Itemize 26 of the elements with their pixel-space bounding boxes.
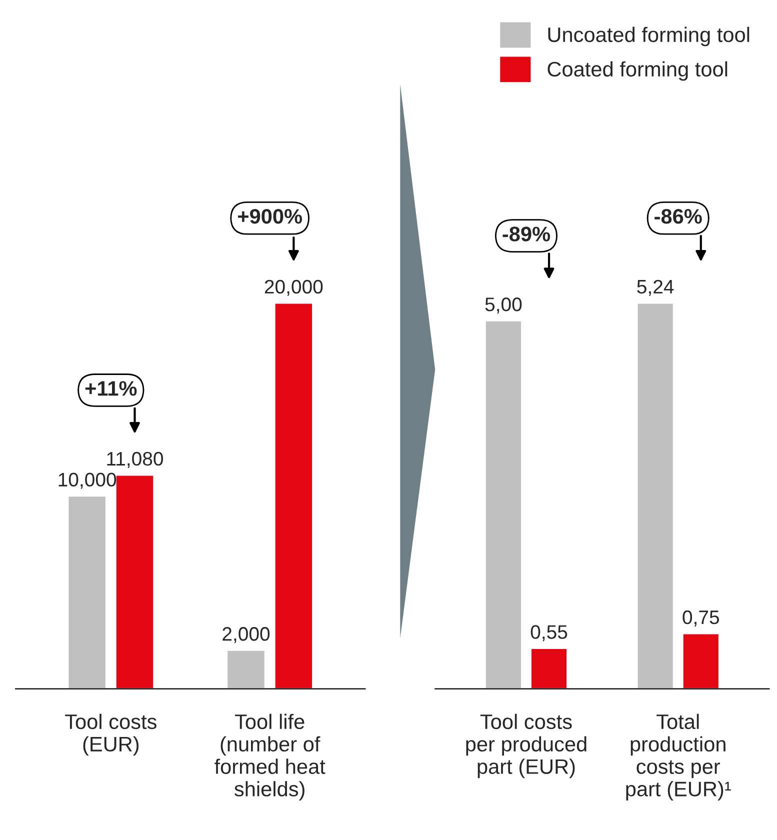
bar xyxy=(274,302,314,689)
annotation: +11% xyxy=(85,381,137,396)
x-tick-label: Tool life (number of formed heat shields) xyxy=(214,714,326,801)
data-label: 5,24 xyxy=(637,280,674,296)
x-tick-label: Tool costs per produced part (EUR) xyxy=(466,714,586,778)
bar xyxy=(114,474,155,689)
text: -86% xyxy=(654,208,702,224)
x-tick-label: Tool costs (EUR) xyxy=(65,714,156,756)
data-label: 2,000 xyxy=(222,627,270,644)
bar xyxy=(67,495,107,689)
data-label: 0,55 xyxy=(530,625,568,642)
data-label: 10,000 xyxy=(58,472,116,489)
bar xyxy=(530,648,568,689)
bar xyxy=(484,320,522,689)
legend-label: Coated forming tool xyxy=(548,61,728,81)
bar xyxy=(682,632,720,689)
data-label: 20,000 xyxy=(264,280,323,296)
data-label: 5,00 xyxy=(485,298,522,314)
bar xyxy=(636,302,674,689)
x-tick-label: Total production costs per part (EUR)¹ xyxy=(626,714,731,801)
text: +900% xyxy=(238,208,302,224)
data-label: 0,75 xyxy=(682,610,719,626)
data-label: 11,080 xyxy=(107,452,163,468)
bar xyxy=(226,650,266,689)
legend-label: Uncoated forming tool xyxy=(548,26,750,46)
text: -89% xyxy=(502,226,550,242)
